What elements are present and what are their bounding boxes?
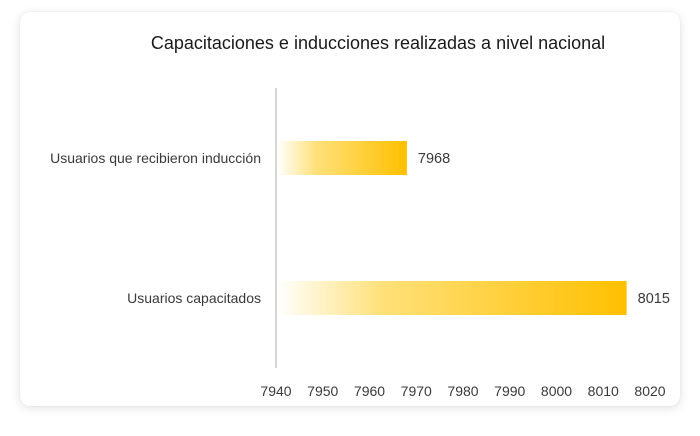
chart-card [20,12,680,406]
bar-2 [277,281,627,315]
x-axis-ticks: 7940 7950 7960 7970 7980 7990 8000 8010 8020 [260,383,665,399]
chart-title: Capacitaciones e inducciones realizadas … [151,33,605,53]
category-label-1: Usuarios que recibieron inducción [50,150,261,166]
x-tick-label: 7950 [307,383,338,399]
x-tick-label: 7990 [494,383,525,399]
x-tick-label: 7940 [260,383,291,399]
x-tick-label: 8000 [541,383,572,399]
data-label-1: 7968 [418,151,450,167]
data-label-2: 8015 [638,291,670,307]
bars-group: Usuarios que recibieron inducción 7968 Usu… [50,141,670,315]
x-tick-label: 7960 [354,383,385,399]
x-tick-label: 8020 [634,383,665,399]
x-tick-label: 7980 [447,383,478,399]
x-tick-label: 7970 [401,383,432,399]
category-label-2: Usuarios capacitados [127,290,261,306]
x-tick-label: 8010 [588,383,619,399]
bar-1 [277,141,407,175]
